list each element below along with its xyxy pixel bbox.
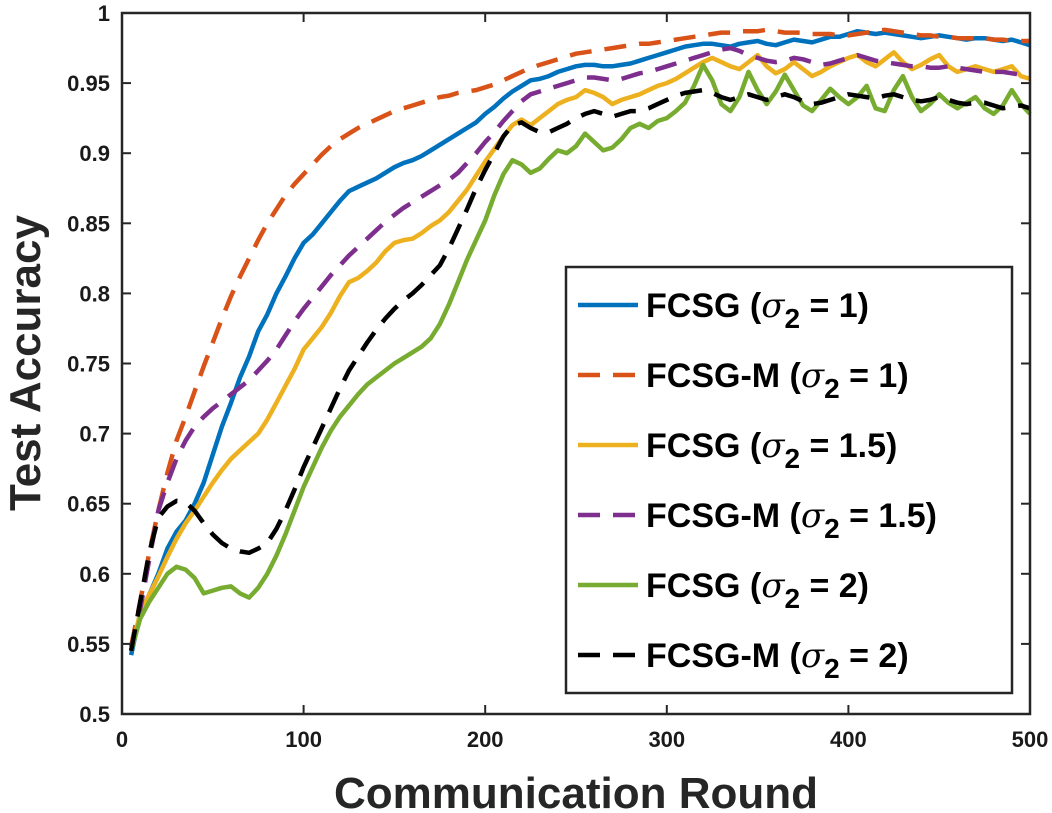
legend-label-prefix: FCSG ( [646,427,762,465]
legend-label-suffix: = 2) [800,567,869,605]
legend-label-prefix: FCSG-M ( [646,497,802,535]
x-tick-label: 500 [1012,727,1049,752]
legend-label-prefix: FCSG ( [646,567,762,605]
y-tick-label: 0.65 [67,492,110,517]
legend-label-symbol: σ [801,496,825,536]
y-tick-label: 0.85 [67,211,110,236]
x-tick-label: 100 [285,727,322,752]
legend: FCSG (σ2 = 1)FCSG-M (σ2 = 1)FCSG (σ2 = 1… [564,265,1014,695]
x-tick-label: 300 [648,727,685,752]
legend-label-6: FCSG-M (σ2 = 2) [646,636,909,684]
series-line-4 [128,45,1031,652]
legend-label-subscript: 2 [824,513,840,544]
x-axis-label: Communication Round [334,769,818,813]
y-tick-label: 0.5 [79,702,110,727]
legend-label-symbol: σ [761,566,785,606]
legend-label-symbol: σ [801,636,825,676]
legend-label-suffix: = 1) [840,357,909,395]
legend-label-suffix: = 1) [800,287,869,325]
y-tick-label: 0.7 [79,422,110,447]
legend-label-1: FCSG (σ2 = 1) [646,286,869,334]
legend-label-symbol: σ [801,356,825,396]
y-tick-label: 0.8 [79,281,110,306]
y-tick-label: 0.9 [79,141,110,166]
legend-label-suffix: = 1.5) [800,427,897,465]
y-tick-label: 0.75 [67,352,110,377]
legend-label-symbol: σ [761,286,785,326]
series-line-2 [128,27,1030,648]
legend-label-5: FCSG (σ2 = 2) [646,566,869,614]
legend-label-4: FCSG-M (σ2 = 1.5) [646,496,937,544]
legend-label-3: FCSG (σ2 = 1.5) [646,426,897,474]
legend-label-2: FCSG-M (σ2 = 1) [646,356,909,404]
series-line-3 [128,50,1031,652]
legend-label-subscript: 2 [824,653,840,684]
x-tick-label: 0 [116,727,128,752]
legend-label-subscript: 2 [824,373,840,404]
x-tick-label: 400 [830,727,867,752]
y-tick-label: 1 [98,1,110,26]
legend-label-symbol: σ [761,426,785,466]
x-tick-label: 200 [467,727,504,752]
series-line-1 [128,28,1031,656]
legend-box [564,265,1014,695]
y-tick-label: 0.6 [79,562,110,587]
legend-label-prefix: FCSG ( [646,287,762,325]
legend-label-prefix: FCSG-M ( [646,357,802,395]
y-tick-label: 0.55 [67,632,110,657]
legend-label-subscript: 2 [784,443,800,474]
y-tick-label: 0.95 [67,71,110,96]
legend-label-subscript: 2 [784,303,800,334]
axis-ticks: 0 100 200 300 400 500 0.5 0.55 0.6 0.65 0.7 0.75 0.8… [67,1,1048,752]
legend-label-suffix: = 2) [840,637,909,675]
legend-label-prefix: FCSG-M ( [646,637,802,675]
y-axis-label: Test Accuracy [1,215,50,511]
series-line-5 [128,62,1032,652]
legend-label-subscript: 2 [784,583,800,614]
legend-label-suffix: = 1.5) [840,497,937,535]
series-layer [128,27,1032,656]
